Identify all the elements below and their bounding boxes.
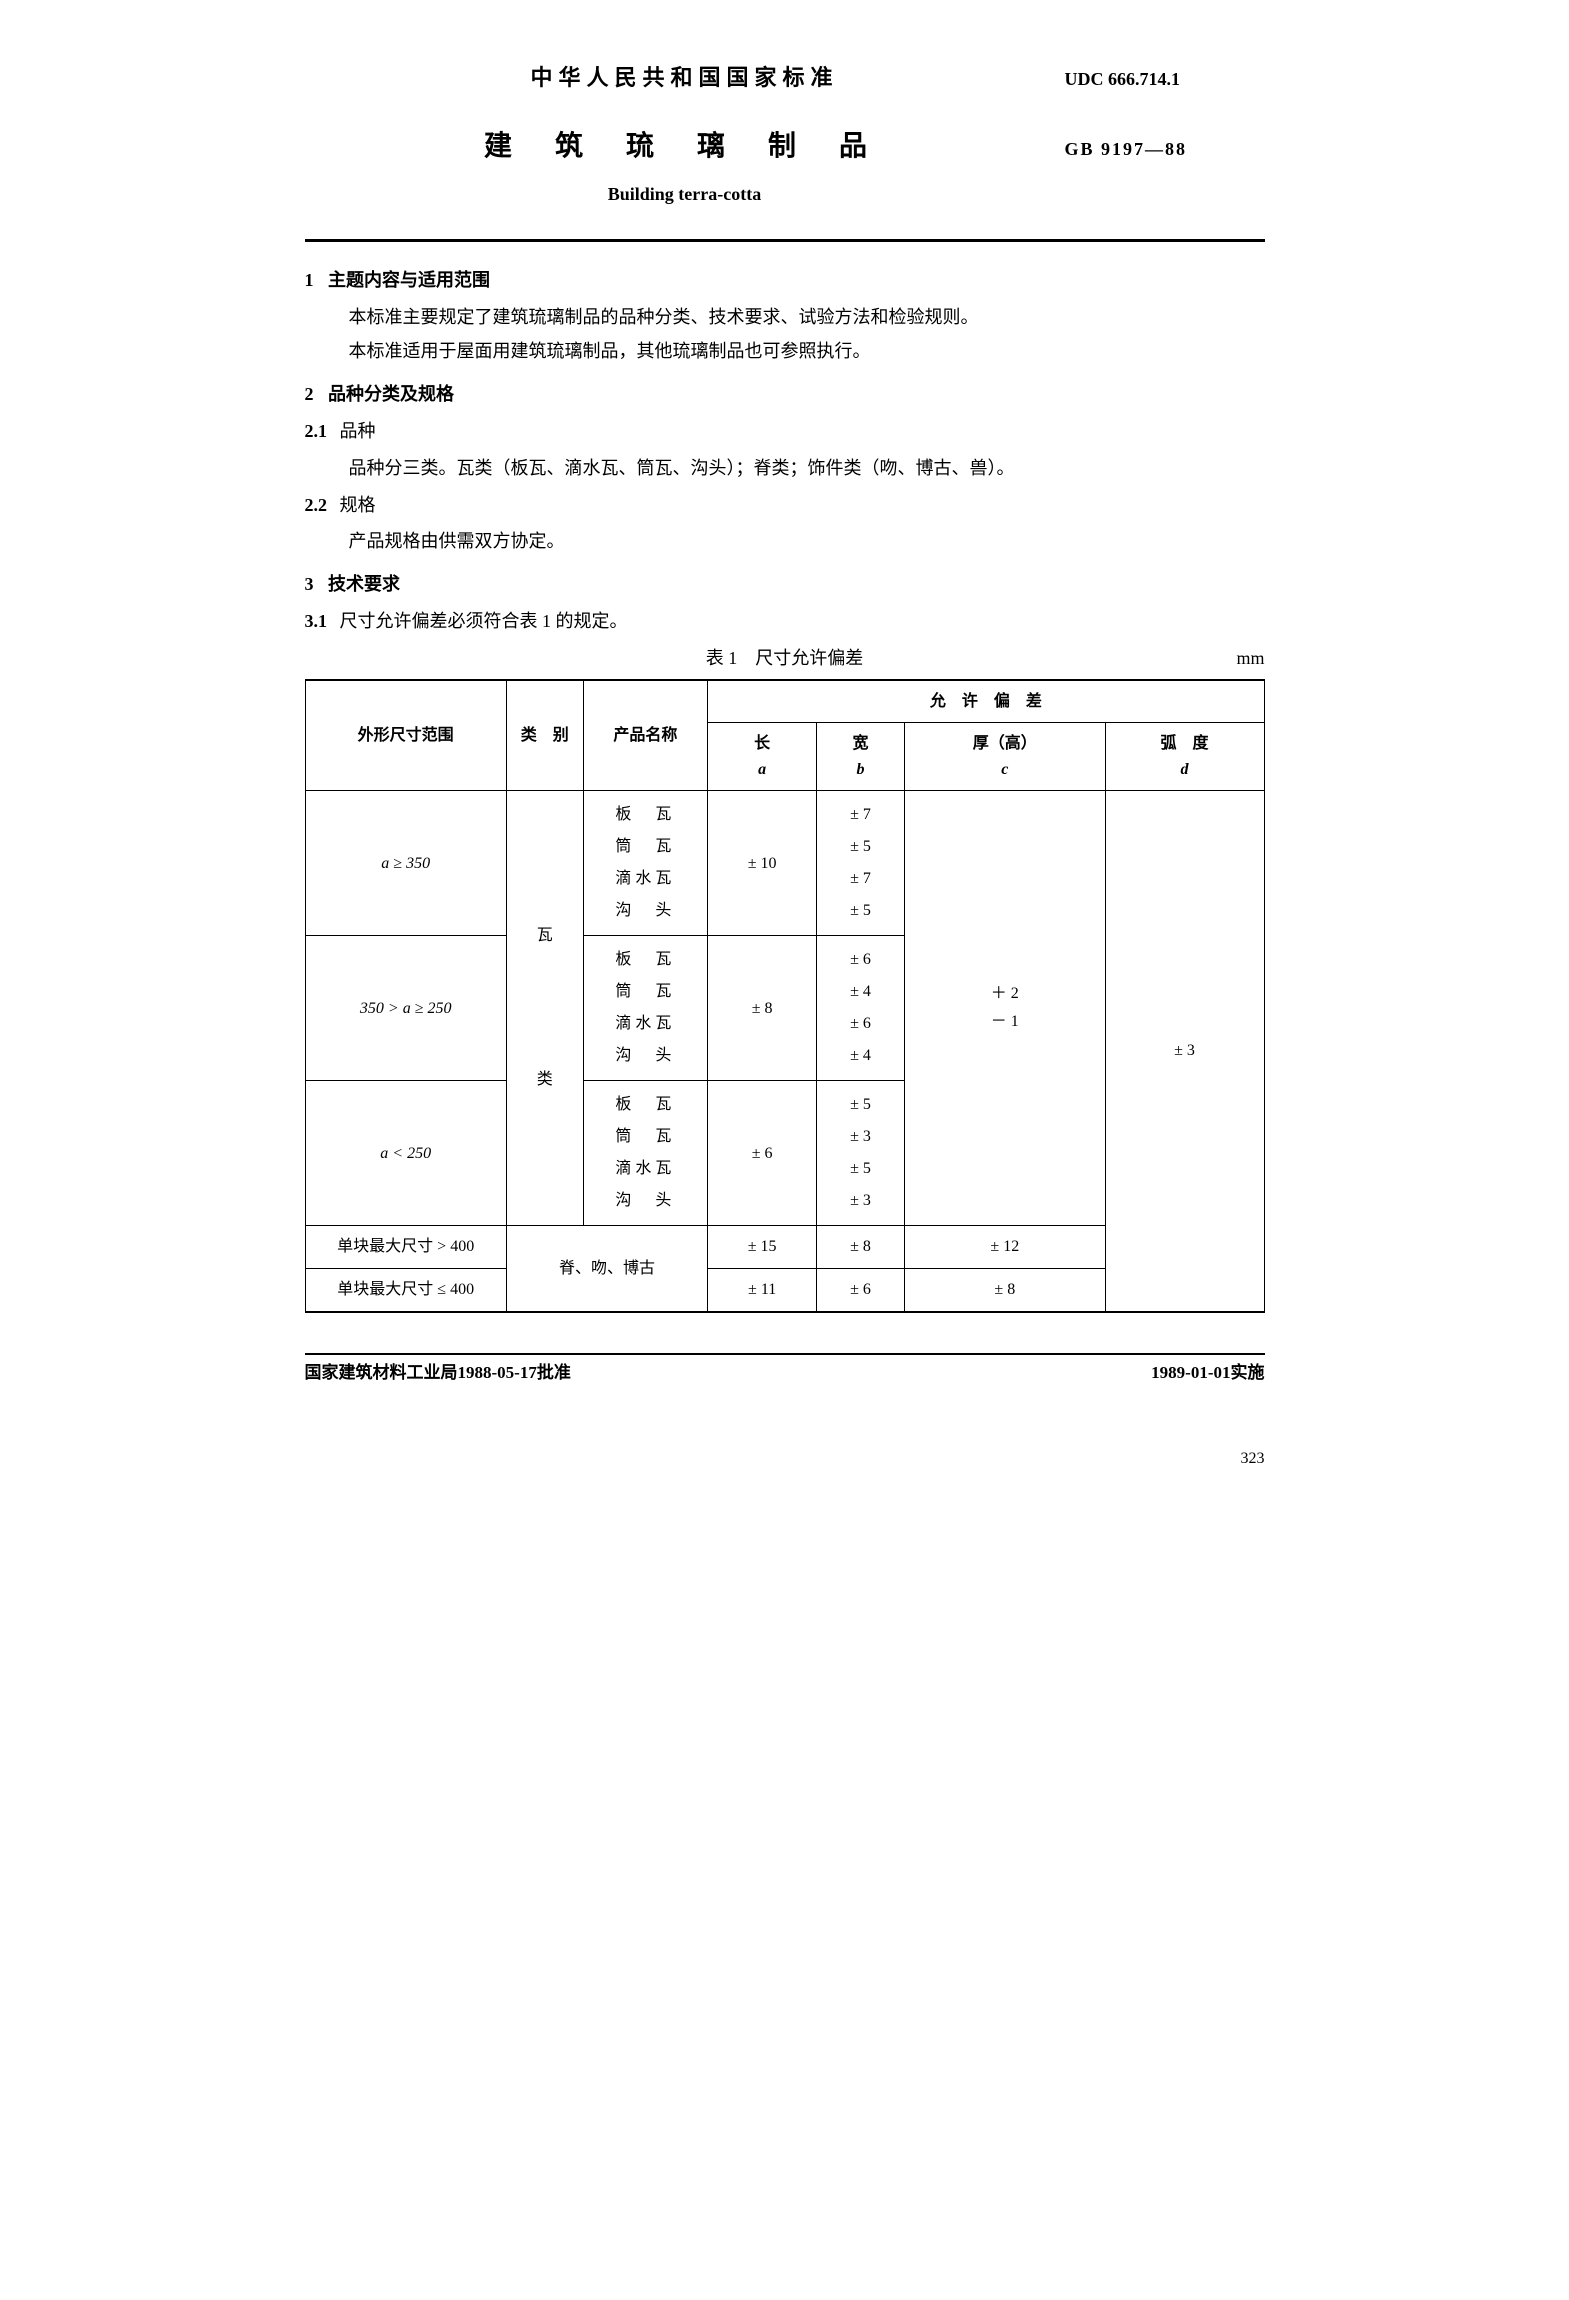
document-page: 中华人民共和国国家标准 UDC 666.714.1 建 筑 琉 璃 制 品 Bu… bbox=[305, 60, 1265, 1471]
th-thickness-sym: c bbox=[1001, 761, 1008, 778]
header-center-2: 建 筑 琉 璃 制 品 Building terra-cotta bbox=[305, 105, 1065, 209]
table-row: 外形尺寸范围 类 别 产品名称 允 许 偏 差 bbox=[305, 680, 1264, 723]
section-2-title: 品种分类及规格 bbox=[328, 384, 454, 404]
sub-title: Building terra-cotta bbox=[305, 180, 1065, 209]
cell-len-0: ± 10 bbox=[708, 791, 817, 936]
cell-products-2: 板 瓦 筒 瓦 滴水瓦 沟 头 bbox=[583, 1081, 708, 1226]
main-title: 建 筑 琉 璃 制 品 bbox=[305, 125, 1065, 170]
cell-len-2: ± 6 bbox=[708, 1081, 817, 1226]
th-arc-sym: d bbox=[1181, 761, 1189, 778]
section-2-1-title: 品种 bbox=[340, 421, 376, 441]
header-row-1: 中华人民共和国国家标准 UDC 666.714.1 bbox=[305, 60, 1265, 95]
section-3-num: 3 bbox=[305, 570, 314, 599]
header-divider bbox=[305, 239, 1265, 242]
th-thickness: 厚（高） c bbox=[905, 723, 1106, 791]
th-length: 长 a bbox=[708, 723, 817, 791]
cell-wid-2: ± 5 ± 3 ± 5 ± 3 bbox=[817, 1081, 905, 1226]
section-2-num: 2 bbox=[305, 380, 314, 409]
cell-bottom-len-1: ± 11 bbox=[708, 1268, 817, 1311]
table-row: a ≥ 350 瓦 类 板 瓦 筒 瓦 滴水瓦 沟 头 ± 10 ± 7 ± 5… bbox=[305, 791, 1264, 936]
section-2-1-num: 2.1 bbox=[305, 417, 328, 446]
table-caption-row: 表 1 尺寸允许偏差 mm bbox=[305, 644, 1265, 673]
cell-range-1: 350 > a ≥ 250 bbox=[305, 936, 506, 1081]
cell-products-1: 板 瓦 筒 瓦 滴水瓦 沟 头 bbox=[583, 936, 708, 1081]
section-1-para-2: 本标准适用于屋面用建筑琉璃制品，其他琉璃制品也可参照执行。 bbox=[349, 337, 1265, 366]
th-arc-label: 弧 度 bbox=[1161, 735, 1209, 752]
cell-wid-1: ± 6 ± 4 ± 6 ± 4 bbox=[817, 936, 905, 1081]
table-1-body: a ≥ 350 瓦 类 板 瓦 筒 瓦 滴水瓦 沟 头 ± 10 ± 7 ± 5… bbox=[305, 791, 1264, 1312]
section-1-para-1: 本标准主要规定了建筑琉璃制品的品种分类、技术要求、试验方法和检验规则。 bbox=[349, 303, 1265, 332]
cell-range-2: a < 250 bbox=[305, 1081, 506, 1226]
th-arc: 弧 度 d bbox=[1105, 723, 1264, 791]
section-3-heading: 3 技术要求 bbox=[305, 570, 1265, 599]
country-title: 中华人民共和国国家标准 bbox=[530, 65, 838, 90]
section-2-2-title: 规格 bbox=[340, 495, 376, 515]
cell-bottom-thk-1: ± 8 bbox=[905, 1268, 1106, 1311]
header-center-1: 中华人民共和国国家标准 bbox=[305, 60, 1065, 95]
table-1: 外形尺寸范围 类 别 产品名称 允 许 偏 差 长 a 宽 b 厚（高） c bbox=[305, 679, 1265, 1313]
gb-code-wrap: GB 9197—88 bbox=[1065, 105, 1265, 164]
cell-wid-0: ± 7 ± 5 ± 7 ± 5 bbox=[817, 791, 905, 936]
section-1-num: 1 bbox=[305, 266, 314, 295]
th-width: 宽 b bbox=[817, 723, 905, 791]
cell-bottom-wid-1: ± 6 bbox=[817, 1268, 905, 1311]
page-number: 323 bbox=[305, 1446, 1265, 1472]
table-1-caption: 表 1 尺寸允许偏差 bbox=[385, 644, 1185, 673]
th-width-label: 宽 bbox=[853, 735, 869, 752]
section-3-title: 技术要求 bbox=[328, 574, 400, 594]
cell-len-1: ± 8 bbox=[708, 936, 817, 1081]
table-1-head: 外形尺寸范围 类 别 产品名称 允 许 偏 差 长 a 宽 b 厚（高） c bbox=[305, 680, 1264, 791]
range-1-text: 350 > a ≥ 250 bbox=[360, 1000, 452, 1017]
table-1-unit: mm bbox=[1185, 644, 1265, 673]
footer-row: 国家建筑材料工业局1988-05-17批准 1989-01-01实施 bbox=[305, 1353, 1265, 1386]
udc-code: UDC 666.714.1 bbox=[1065, 65, 1265, 94]
cell-bottom-wid-0: ± 8 bbox=[817, 1226, 905, 1269]
cell-category: 瓦 类 bbox=[506, 791, 583, 1226]
th-tolerance: 允 许 偏 差 bbox=[708, 680, 1264, 723]
cell-bottom-category: 脊、吻、博古 bbox=[506, 1226, 707, 1312]
range-2-text: a < 250 bbox=[380, 1145, 431, 1162]
section-2-1-para: 品种分三类。瓦类（板瓦、滴水瓦、筒瓦、沟头）；脊类；饰件类（吻、博古、兽）。 bbox=[349, 454, 1265, 483]
cell-bottom-range-0: 单块最大尺寸 > 400 bbox=[305, 1226, 506, 1269]
cell-bottom-len-0: ± 15 bbox=[708, 1226, 817, 1269]
range-0-text: a ≥ 350 bbox=[381, 855, 430, 872]
section-1-title: 主题内容与适用范围 bbox=[328, 270, 490, 290]
section-1-heading: 1 主题内容与适用范围 bbox=[305, 266, 1265, 295]
section-2-1: 2.1 品种 bbox=[305, 417, 1265, 446]
section-2-2-num: 2.2 bbox=[305, 491, 328, 520]
footer-approval: 国家建筑材料工业局1988-05-17批准 bbox=[305, 1359, 571, 1386]
cell-bottom-thk-0: ± 12 bbox=[905, 1226, 1106, 1269]
section-2-2: 2.2 规格 bbox=[305, 491, 1265, 520]
cell-range-0: a ≥ 350 bbox=[305, 791, 506, 936]
th-width-sym: b bbox=[857, 761, 865, 778]
th-category: 类 别 bbox=[506, 680, 583, 791]
gb-code: GB 9197—88 bbox=[1065, 139, 1188, 159]
cell-products-0: 板 瓦 筒 瓦 滴水瓦 沟 头 bbox=[583, 791, 708, 936]
section-3-1-para: 尺寸允许偏差必须符合表 1 的规定。 bbox=[340, 611, 628, 631]
cell-bottom-range-1: 单块最大尺寸 ≤ 400 bbox=[305, 1268, 506, 1311]
section-3-1-num: 3.1 bbox=[305, 607, 328, 636]
cell-thk-merged: ＋ 2 － 1 bbox=[905, 791, 1106, 1226]
section-2-heading: 2 品种分类及规格 bbox=[305, 380, 1265, 409]
section-2-2-para: 产品规格由供需双方协定。 bbox=[349, 527, 1265, 556]
cell-arc-merged: ± 3 bbox=[1105, 791, 1264, 1312]
th-product: 产品名称 bbox=[583, 680, 708, 791]
section-3-1: 3.1 尺寸允许偏差必须符合表 1 的规定。 bbox=[305, 607, 1265, 636]
th-length-label: 长 bbox=[754, 735, 770, 752]
header-row-2: 建 筑 琉 璃 制 品 Building terra-cotta GB 9197… bbox=[305, 105, 1265, 209]
th-length-sym: a bbox=[758, 761, 766, 778]
footer-effective: 1989-01-01实施 bbox=[1151, 1359, 1264, 1386]
th-range: 外形尺寸范围 bbox=[305, 680, 506, 791]
th-thickness-label: 厚（高） bbox=[973, 735, 1037, 752]
